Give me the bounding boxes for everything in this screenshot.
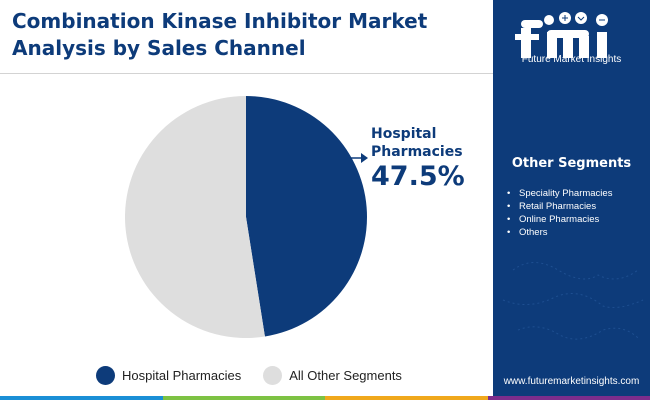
pie-slice-hospital-pharmacies [246, 96, 367, 337]
title-line-1: Combination Kinase Inhibitor Market [12, 9, 428, 33]
legend-item-hospital-pharmacies: Hospital Pharmacies [96, 365, 242, 385]
callout-value: 47.5% [371, 161, 465, 192]
sidebar: Future Market Insights Other Segments Sp… [493, 0, 650, 400]
legend-label: Hospital Pharmacies [122, 367, 242, 383]
segment-item: Speciality Pharmacies [507, 187, 612, 200]
legend-swatch-all-other-segments [263, 365, 283, 385]
title-line-2: Analysis by Sales Channel [12, 36, 306, 60]
callout-arrow-icon [361, 153, 368, 163]
segment-list: Speciality Pharmacies Retail Pharmacies … [507, 187, 612, 239]
title-divider [0, 73, 493, 74]
pie-chart: Hospital Pharmacies 47.5% [124, 96, 465, 338]
segment-item: Online Pharmacies [507, 213, 612, 226]
segment-item: Others [507, 226, 612, 239]
callout-label-line-2: Pharmacies [371, 144, 463, 160]
sidebar-heading: Other Segments [511, 156, 632, 171]
legend-swatch-hospital-pharmacies [96, 365, 115, 385]
legend-label: All Other Segments [289, 367, 402, 383]
segment-item: Retail Pharmacies [507, 200, 612, 213]
callout-label-line-1: Hospital [371, 126, 436, 142]
logo-text: Future Market Insights [521, 54, 622, 65]
accent-bar-blue [0, 396, 163, 400]
website-link[interactable]: www.futuremarketinsights.com [503, 376, 640, 387]
bottom-accent-bar [0, 396, 650, 400]
chart-title: Combination Kinase Inhibitor Market Anal… [12, 8, 482, 62]
accent-bar-purple [487, 396, 650, 400]
legend-item-all-other-segments: All Other Segments [263, 365, 402, 385]
accent-bar-orange [325, 396, 488, 400]
chart-legend: Hospital Pharmacies All Other Segments [96, 364, 424, 386]
fmi-logo-icon [515, 12, 608, 58]
pie-slice-all-other-segments [124, 96, 265, 338]
map-background-decoration [502, 262, 644, 340]
accent-bar-green [162, 396, 325, 400]
